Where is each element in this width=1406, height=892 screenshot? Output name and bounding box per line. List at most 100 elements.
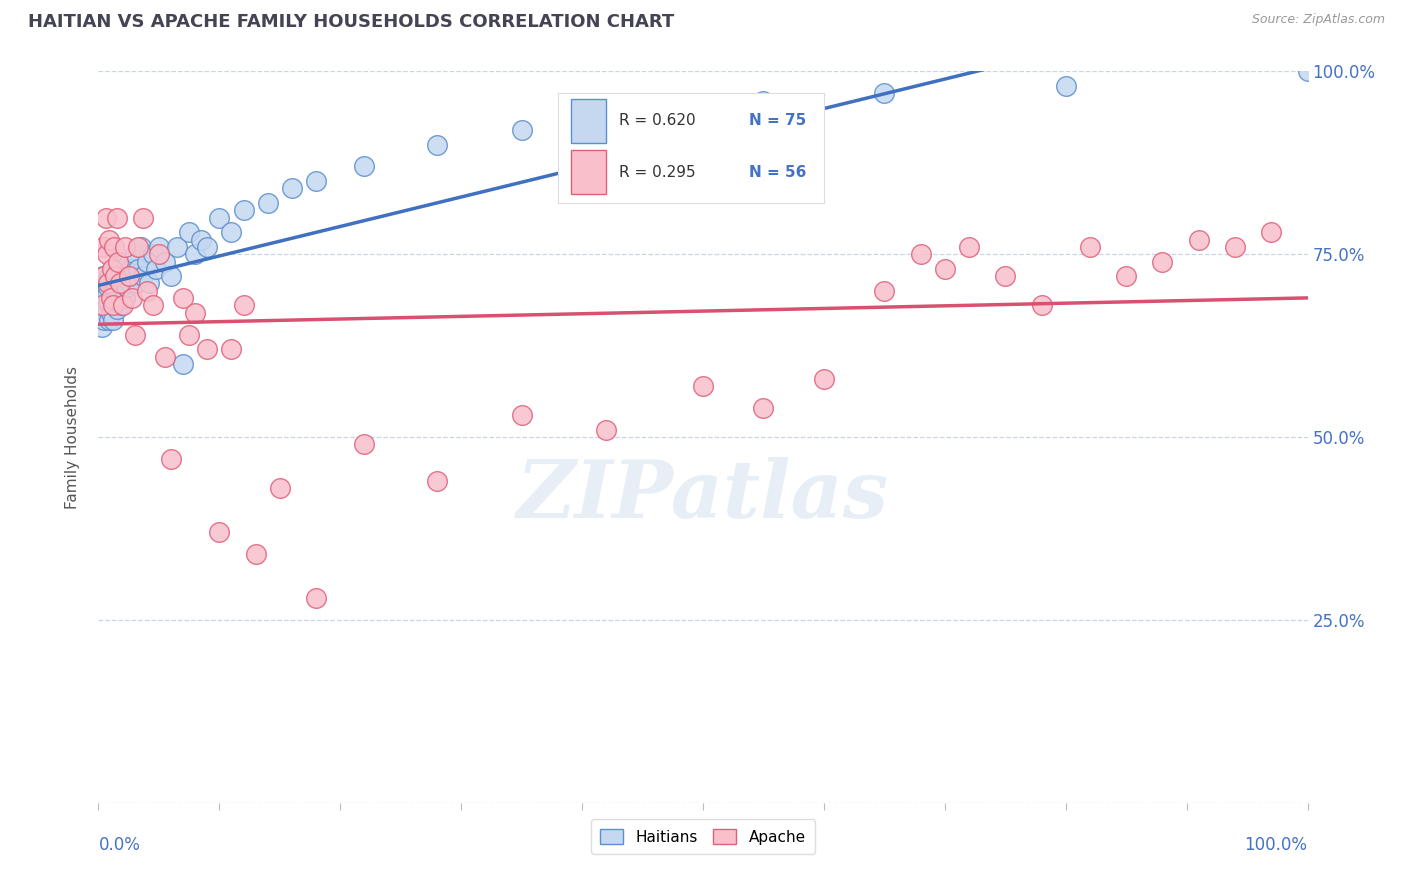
Point [105, 211, 128, 225]
Point [118, 254, 141, 268]
Point [426, 474, 449, 488]
Point [121, 291, 143, 305]
Point [114, 240, 136, 254]
Point [98, 313, 121, 327]
Point [873, 284, 896, 298]
Point [101, 298, 124, 312]
Point [90, 306, 112, 320]
Point [1031, 298, 1053, 312]
Point [94, 211, 117, 225]
Point [172, 357, 194, 371]
Point [179, 225, 201, 239]
Point [142, 298, 165, 312]
Point [510, 408, 533, 422]
Point [97, 277, 120, 291]
Point [96, 287, 118, 301]
Point [1054, 78, 1077, 93]
Point [873, 87, 896, 101]
Point [101, 298, 124, 312]
Point [127, 261, 149, 276]
Point [97, 280, 120, 294]
Point [195, 240, 218, 254]
Point [91, 320, 114, 334]
Point [179, 327, 201, 342]
Point [121, 269, 143, 284]
Point [111, 284, 134, 298]
Point [108, 261, 131, 276]
Point [107, 269, 129, 284]
Text: ZIPatlas: ZIPatlas [517, 457, 889, 534]
Point [98, 233, 121, 247]
Point [232, 203, 254, 218]
Point [104, 269, 127, 284]
Point [910, 247, 932, 261]
Point [112, 277, 135, 291]
Point [111, 298, 134, 312]
Point [104, 277, 127, 291]
Point [118, 277, 141, 291]
Point [1078, 240, 1101, 254]
Point [94, 291, 117, 305]
Point [305, 174, 328, 188]
Point [96, 247, 118, 261]
Point [107, 284, 129, 298]
Point [124, 247, 146, 261]
Point [426, 137, 449, 152]
Point [91, 240, 114, 254]
Point [93, 313, 115, 327]
Point [752, 401, 775, 415]
Point [135, 284, 157, 298]
Point [135, 254, 157, 268]
Point [595, 423, 617, 437]
Point [148, 247, 170, 261]
Point [160, 452, 183, 467]
Point [1260, 225, 1282, 239]
Text: 0.0%: 0.0% [98, 836, 141, 854]
Point [108, 287, 131, 301]
Point [114, 261, 136, 276]
Point [117, 280, 139, 294]
Point [93, 269, 115, 284]
Point [190, 233, 212, 247]
Point [91, 269, 114, 284]
Point [208, 211, 231, 225]
Point [172, 291, 194, 305]
Point [957, 240, 980, 254]
Point [813, 371, 835, 385]
Text: 100.0%: 100.0% [1244, 836, 1308, 854]
Point [129, 240, 152, 254]
Point [184, 306, 207, 320]
Point [353, 437, 375, 451]
Point [752, 94, 775, 108]
Point [510, 123, 533, 137]
Point [132, 269, 155, 284]
Point [111, 269, 134, 284]
Point [91, 298, 114, 312]
Point [145, 261, 167, 276]
Point [100, 261, 122, 276]
Point [100, 306, 122, 320]
Point [124, 327, 146, 342]
Point [281, 181, 304, 195]
Point [232, 298, 254, 312]
Point [108, 277, 131, 291]
Point [1188, 233, 1211, 247]
Point [1115, 269, 1137, 284]
Point [631, 108, 654, 122]
Point [269, 481, 291, 495]
Point [96, 301, 118, 317]
Point [1152, 254, 1174, 268]
Point [118, 269, 141, 284]
Point [148, 240, 170, 254]
Point [305, 591, 328, 605]
Point [221, 343, 243, 357]
Point [184, 247, 207, 261]
Point [104, 291, 127, 305]
Point [108, 277, 131, 291]
Point [160, 269, 183, 284]
Point [195, 343, 218, 357]
Point [105, 301, 128, 317]
Point [132, 211, 155, 225]
Point [1296, 64, 1319, 78]
Point [100, 291, 122, 305]
